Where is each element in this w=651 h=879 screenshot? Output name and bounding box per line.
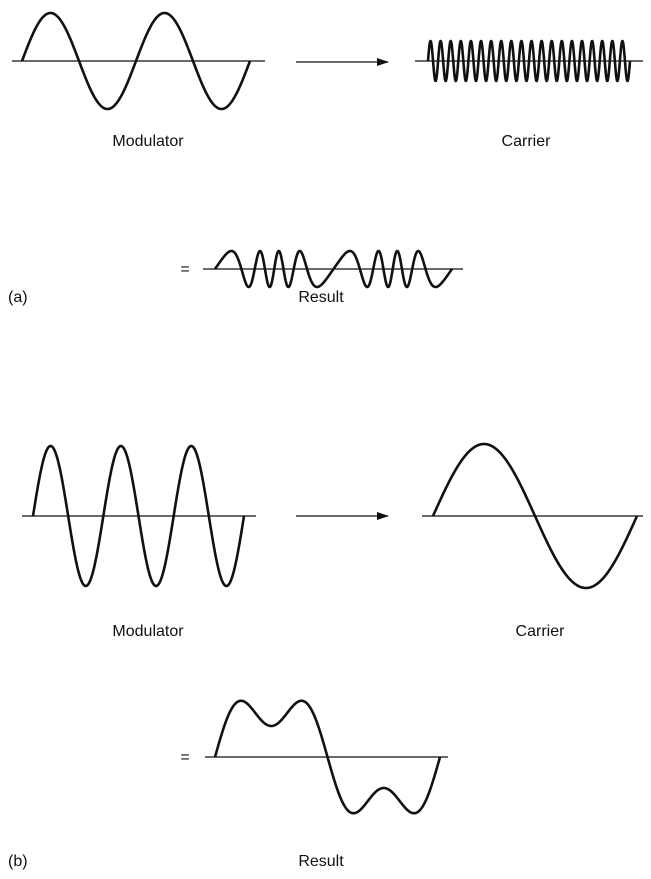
- modulator-wave: [20, 11, 252, 111]
- carrier-wave: [431, 442, 639, 590]
- modulator-wave: [31, 444, 246, 588]
- result-wave: [213, 699, 442, 815]
- result-label: Result: [298, 289, 344, 306]
- result-label: Result: [298, 853, 344, 870]
- carrier-label: Carrier: [516, 623, 566, 640]
- equals-sign: =: [180, 749, 189, 766]
- carrier-label: Carrier: [502, 133, 552, 150]
- carrier-wave: [426, 39, 632, 83]
- modulator-label: Modulator: [112, 133, 184, 150]
- panel-label: (b): [8, 853, 28, 870]
- result-wave: [213, 249, 454, 289]
- modulator-label: Modulator: [112, 623, 184, 640]
- equals-sign: =: [180, 261, 189, 278]
- panel-label: (a): [8, 289, 28, 306]
